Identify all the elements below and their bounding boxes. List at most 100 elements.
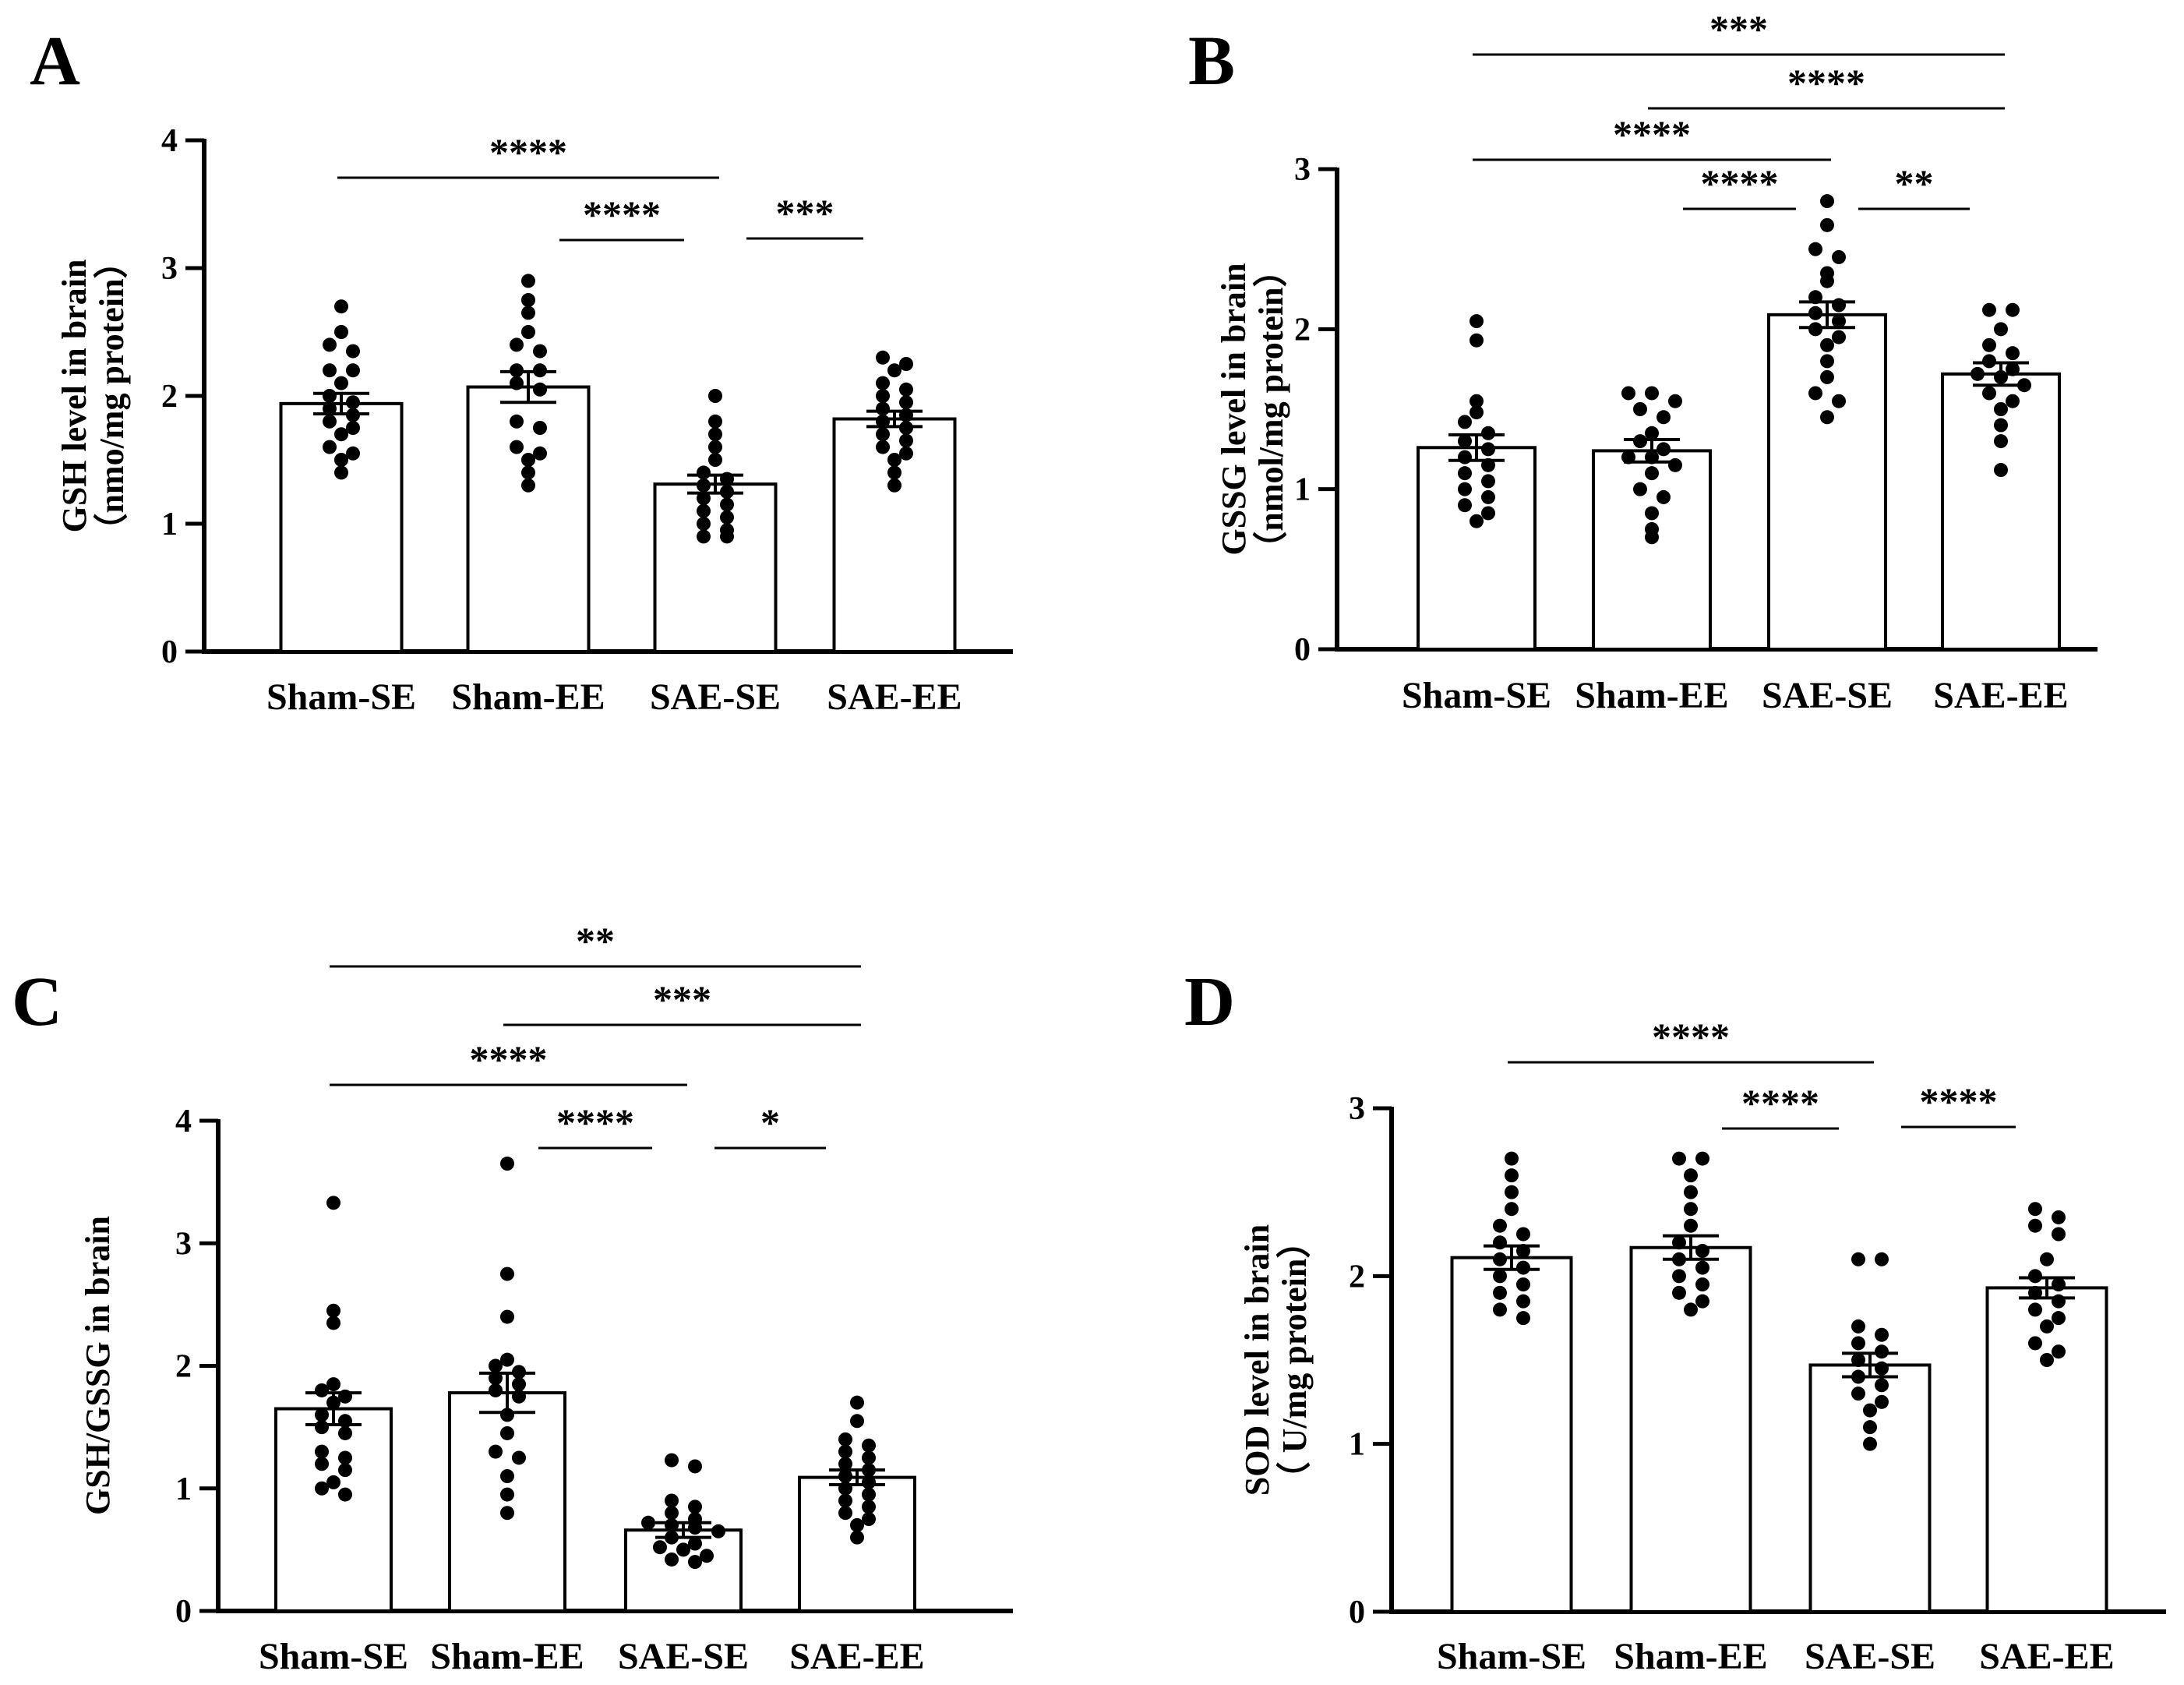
data-point (1470, 514, 1484, 528)
significance-label: **** (1741, 1081, 1819, 1125)
data-point (500, 1266, 514, 1281)
data-point (1621, 450, 1635, 465)
data-point (1645, 450, 1659, 465)
data-point (2028, 1218, 2042, 1233)
data-point (862, 1487, 876, 1502)
data-point (500, 1309, 514, 1324)
y-tick-label: 1 (1349, 1427, 1365, 1463)
data-point (1645, 530, 1659, 545)
data-point (708, 389, 722, 403)
data-point (1493, 1269, 1507, 1284)
data-point (489, 1358, 503, 1373)
data-point (887, 363, 901, 378)
panel-B: B 0 1 2 3 GSSG level in brain （nmol/mg protein… (1188, 7, 2098, 716)
data-point (697, 529, 711, 544)
data-point (850, 1530, 864, 1545)
data-point (489, 1383, 503, 1397)
x-category-label: SAE-SE (1805, 1636, 1935, 1677)
data-point (500, 1469, 514, 1484)
data-point (1695, 1260, 1709, 1275)
x-category-label: Sham-EE (451, 676, 605, 718)
data-point (862, 1450, 876, 1465)
data-point (665, 1517, 679, 1532)
data-point (1516, 1277, 1530, 1292)
y-axis-label: （nmol/mg protein） (1252, 253, 1290, 565)
x-category-label: SAE-SE (1762, 675, 1893, 716)
data-point (697, 503, 711, 518)
data-point (1808, 306, 1822, 320)
data-point (1875, 1252, 1889, 1266)
significance-label: **** (470, 1037, 548, 1081)
data-point (711, 1524, 725, 1538)
data-point (323, 414, 337, 429)
data-point (1971, 366, 1985, 381)
data-point (1820, 194, 1834, 209)
data-point (315, 1481, 329, 1496)
data-point (876, 376, 890, 390)
data-point (665, 1552, 679, 1567)
data-point (1994, 402, 2008, 416)
data-point (346, 421, 360, 435)
data-point (887, 478, 901, 493)
data-point (1820, 369, 1834, 384)
y-tick-label: 3 (161, 251, 178, 287)
data-point (665, 1506, 679, 1521)
data-point (1481, 442, 1495, 457)
data-point (2006, 346, 2020, 361)
data-point (665, 1530, 679, 1545)
data-point (862, 1438, 876, 1453)
data-point (1695, 1294, 1709, 1309)
data-point (315, 1457, 329, 1471)
bar-sham-se (279, 401, 404, 654)
data-point (1994, 322, 2008, 337)
data-point (1516, 1227, 1530, 1242)
data-point (2028, 1302, 2042, 1317)
data-point (1851, 1252, 1865, 1266)
data-point (1493, 1302, 1507, 1317)
data-point (838, 1457, 852, 1471)
x-category-label: SAE-EE (789, 1636, 924, 1677)
data-point (1808, 290, 1822, 305)
data-point (899, 433, 913, 448)
data-point (1668, 394, 1682, 408)
data-point (1875, 1344, 1889, 1359)
data-point (533, 421, 547, 435)
data-point (1808, 242, 1822, 256)
x-category-label: Sham-EE (1614, 1636, 1767, 1677)
data-point (2052, 1210, 2066, 1224)
data-point (1645, 466, 1659, 481)
y-axis-label: GSH level in brain (55, 260, 93, 533)
data-point (850, 1395, 864, 1410)
data-point (1657, 489, 1671, 504)
data-point (641, 1515, 655, 1530)
data-point (697, 517, 711, 531)
data-point (334, 376, 348, 390)
data-point (512, 1365, 526, 1379)
data-point (1851, 1353, 1865, 1367)
data-point (838, 1469, 852, 1484)
data-point (326, 1395, 340, 1410)
y-tick-label: 1 (1294, 472, 1311, 508)
data-point (2052, 1227, 2066, 1242)
data-point (1516, 1311, 1530, 1326)
significance-label: *** (776, 191, 834, 235)
significance-label: **** (1787, 61, 1865, 104)
bar-sham-se (1450, 1256, 1573, 1613)
data-point (1695, 1151, 1709, 1166)
data-point (521, 465, 535, 480)
significance-label: **** (1701, 161, 1779, 205)
data-point (338, 1463, 352, 1478)
data-point (1695, 1277, 1709, 1292)
data-point (899, 408, 913, 422)
y-tick-label: 2 (1294, 312, 1311, 348)
data-point (512, 1389, 526, 1404)
data-point (700, 1549, 714, 1563)
data-point (334, 427, 348, 442)
data-point (876, 427, 890, 442)
y-tick-label: 3 (1294, 152, 1311, 188)
data-point (862, 1475, 876, 1489)
data-point (1851, 1369, 1865, 1384)
data-point (338, 1425, 352, 1440)
data-point (346, 363, 360, 378)
data-point (521, 325, 535, 339)
